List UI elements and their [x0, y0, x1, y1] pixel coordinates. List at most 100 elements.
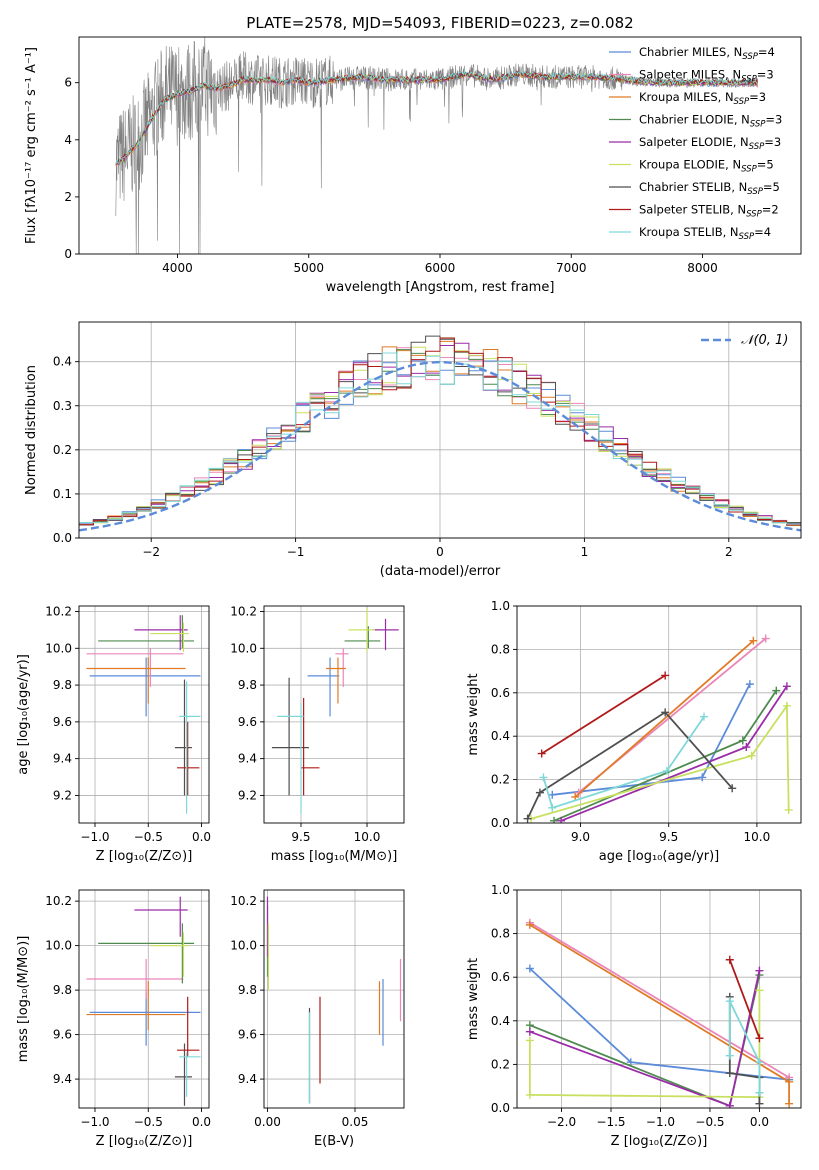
weight-point-marker — [525, 920, 534, 929]
legend-label: Salpeter STELIB, NSSP=2 — [639, 203, 779, 220]
weight-point-marker — [785, 1077, 794, 1086]
legend-label-prefix: Kroupa ELODIE, N — [639, 158, 741, 172]
legend-label: Kroupa ELODIE, NSSP=5 — [639, 158, 774, 175]
y-axis-label: mass weight — [466, 958, 481, 1040]
y-tick-label: 9.8 — [53, 983, 72, 997]
x-axis-label: mass [log₁₀(M/M⊙)] — [271, 849, 398, 864]
weight-point-marker — [725, 1069, 734, 1078]
weight-series-line — [526, 711, 733, 820]
legend-label-prefix: Salpeter MILES, N — [639, 68, 741, 82]
y-tick-label: 10.2 — [45, 894, 72, 908]
weight-series-line — [728, 1000, 761, 1093]
x-tick-label: 1 — [581, 545, 589, 559]
axes-frame — [263, 889, 405, 1109]
y-axis-label: mass [log₁₀(M/M⊙)] — [16, 936, 31, 1063]
x-tick-label: 9.0 — [571, 830, 590, 844]
x-axis-label: age [log₁₀(age/yr)] — [599, 849, 720, 864]
weight-point-marker — [749, 636, 758, 645]
histogram-step-line — [79, 337, 801, 527]
plot-area — [115, 37, 758, 254]
weight-point-marker — [725, 997, 734, 1006]
y-tick-label: 0.0 — [53, 531, 72, 545]
x-tick-label: 8000 — [687, 261, 718, 275]
x-tick-label: −2.0 — [547, 1115, 576, 1129]
legend-label-sub: SSP — [741, 75, 757, 85]
x-tick-label: −1 — [287, 545, 305, 559]
weight-series-line — [529, 967, 790, 1081]
x-axis-label: Z [log₁₀(Z/Z⊙)] — [96, 849, 193, 864]
x-tick-label: −0.5 — [134, 830, 163, 844]
y-tick-label: 0.6 — [491, 686, 510, 700]
x-tick-label: 10.0 — [744, 830, 771, 844]
weight-point-marker — [661, 671, 670, 680]
y-tick-label: 9.6 — [238, 715, 257, 729]
legend-label: Kroupa STELIB, NSSP=4 — [639, 225, 771, 242]
x-tick-label: 6000 — [425, 261, 456, 275]
gaussian-curve — [79, 360, 801, 532]
y-axis-label: mass weight — [466, 673, 481, 755]
legend-label-prefix: Chabrier STELIB, N — [639, 180, 747, 194]
legend-label-suffix: =3 — [757, 68, 774, 82]
gaussian-legend-label: 𝒩(0, 1) — [741, 333, 788, 348]
x-tick-label: −0.5 — [134, 1115, 163, 1129]
weight-point-marker — [747, 751, 756, 760]
legend-label-sub: SSP — [746, 210, 762, 220]
y-tick-label: 9.6 — [53, 1028, 72, 1042]
weight-series-line — [541, 674, 666, 755]
histogram-step-line — [79, 352, 801, 526]
weight-vs-age-panel: 9.0 9.5 10.0 0.0 0.2 0.4 0.6 0.8 1.0 age [log₁₀(a… — [466, 599, 802, 864]
y-tick-label: 2 — [64, 190, 72, 204]
legend-label-sub: SSP — [742, 52, 758, 62]
legend-label-prefix: Chabrier MILES, N — [639, 45, 742, 59]
y-tick-label: 9.2 — [53, 788, 72, 802]
x-tick-label: −1.0 — [646, 1115, 675, 1129]
weight-point-marker — [725, 955, 734, 964]
weight-point-marker — [742, 743, 751, 752]
weight-point-marker — [772, 686, 781, 695]
legend-label-prefix: Chabrier ELODIE, N — [639, 113, 750, 127]
y-tick-label: 10.2 — [45, 605, 72, 619]
legend-label-sub: SSP — [734, 97, 750, 107]
x-tick-label: −1.0 — [80, 830, 109, 844]
y-tick-label: 9.8 — [238, 983, 257, 997]
legend-label-sub: SSP — [747, 187, 763, 197]
weight-series-line — [542, 716, 705, 809]
plot-area — [79, 335, 801, 532]
y-axis-label: Flux [fλ10⁻¹⁷ erg cm⁻² s⁻¹ A⁻¹] — [24, 47, 39, 244]
x-tick-label: 7000 — [556, 261, 587, 275]
weight-series-line — [530, 703, 790, 820]
axes-frame — [78, 889, 210, 1109]
y-tick-label: 9.6 — [238, 1028, 257, 1042]
legend-label-suffix: =4 — [754, 225, 771, 239]
plot-area — [86, 615, 201, 814]
weight-point-marker — [661, 708, 670, 717]
y-tick-label: 6 — [64, 76, 72, 90]
legend-label: Kroupa MILES, NSSP=3 — [639, 90, 766, 107]
legend-label-prefix: Salpeter STELIB, N — [639, 203, 746, 217]
axes-frame — [78, 605, 210, 824]
spectrum-model-line — [115, 69, 758, 165]
plot-area — [271, 607, 399, 814]
x-tick-label: −2 — [142, 545, 160, 559]
weight-point-marker — [548, 790, 557, 799]
weight-point-marker — [755, 1034, 764, 1043]
weight-point-marker — [755, 1088, 764, 1097]
y-axis-label: age [log₁₀(age/yr)] — [16, 654, 31, 775]
weight-series-line — [728, 959, 761, 1039]
y-tick-label: 10.2 — [230, 894, 257, 908]
y-tick-label: 9.8 — [238, 678, 257, 692]
weight-point-marker — [662, 766, 671, 775]
x-tick-label: 0 — [436, 545, 444, 559]
y-tick-label: 0.2 — [491, 773, 510, 787]
x-tick-label: 0.0 — [750, 1115, 769, 1129]
y-tick-label: 0.8 — [491, 642, 510, 656]
weight-point-marker — [699, 712, 708, 721]
legend-label-sub: SSP — [749, 142, 765, 152]
weight-point-marker — [548, 803, 557, 812]
weight-point-marker — [782, 701, 791, 710]
y-tick-label: 0.4 — [491, 1014, 510, 1028]
weight-point-marker — [761, 634, 770, 643]
y-tick-label: 0.3 — [53, 399, 72, 413]
x-tick-label: 0.0 — [192, 1115, 211, 1129]
weight-point-marker — [557, 816, 566, 823]
